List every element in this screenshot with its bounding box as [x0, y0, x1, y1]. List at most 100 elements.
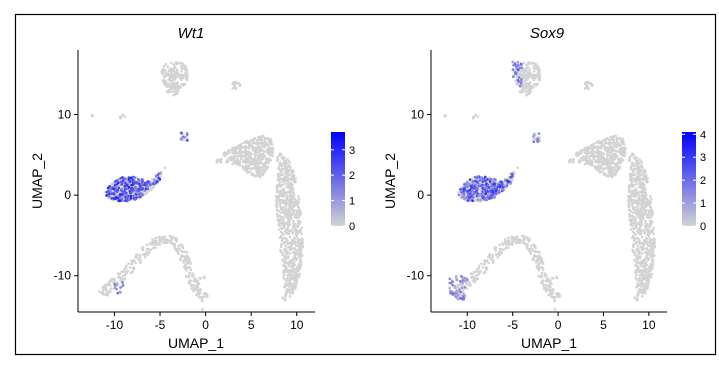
cell-point	[627, 209, 631, 212]
cell-point	[642, 171, 645, 174]
cell-point	[640, 235, 644, 239]
cell-point	[547, 289, 551, 292]
cell-point	[182, 259, 186, 262]
cell-point	[470, 275, 474, 279]
cell-point	[642, 286, 646, 289]
cell-point	[634, 242, 637, 245]
expressing-cell-point	[131, 175, 135, 179]
cell-point	[605, 141, 608, 145]
cell-point	[651, 220, 654, 224]
cell-point	[164, 72, 168, 75]
cell-point	[536, 65, 540, 69]
cell-point	[650, 238, 654, 241]
cell-point	[298, 208, 301, 212]
cell-point	[293, 237, 296, 241]
cell-point	[601, 170, 604, 174]
cell-point	[478, 271, 481, 275]
colorbar-tick-label: 3	[700, 152, 706, 164]
cell-point	[642, 214, 645, 217]
cell-point	[173, 65, 177, 69]
cell-point	[139, 261, 142, 265]
cell-point	[237, 150, 241, 154]
cell-point	[645, 271, 648, 275]
cell-point	[274, 194, 278, 198]
expressing-cell-point	[511, 68, 515, 71]
cell-point	[291, 204, 295, 207]
cell-point	[293, 212, 297, 216]
cell-point	[177, 244, 180, 248]
y-tick-label: 0	[64, 188, 71, 202]
expressing-cell-point	[461, 275, 464, 279]
cell-point	[298, 251, 301, 254]
cell-point	[285, 255, 288, 259]
cell-point	[168, 234, 172, 238]
cell-point	[299, 261, 303, 264]
cell-point	[475, 267, 479, 271]
expressing-cell-point	[458, 279, 462, 283]
cell-point	[523, 90, 527, 93]
expressing-cell-point	[472, 192, 476, 196]
cell-point	[611, 142, 614, 145]
cell-point	[287, 279, 291, 282]
cell-point	[472, 279, 475, 283]
cell-point	[521, 85, 524, 88]
cell-point	[631, 230, 635, 234]
expressing-cell-point	[449, 291, 452, 295]
cell-point	[298, 265, 301, 269]
cell-point	[530, 244, 533, 248]
cell-point	[612, 173, 616, 176]
cell-point	[512, 240, 515, 243]
expressing-cell-point	[492, 182, 495, 186]
cell-point	[173, 93, 176, 96]
cell-point	[286, 212, 290, 215]
cell-point	[243, 166, 247, 170]
cell-point	[121, 113, 124, 117]
expressing-cell-point	[484, 175, 487, 179]
cell-point	[188, 260, 191, 263]
expressing-cell-point	[455, 276, 458, 280]
cell-point	[184, 267, 187, 271]
cell-point	[286, 273, 289, 277]
expressing-cell-point	[517, 76, 521, 79]
cell-point	[609, 145, 612, 148]
cell-point	[640, 288, 644, 291]
cell-point	[246, 146, 250, 149]
expressing-cell-point	[180, 138, 183, 141]
cell-point	[534, 73, 537, 77]
cell-point	[618, 148, 621, 151]
cell-point	[524, 86, 527, 90]
cell-point	[284, 265, 288, 269]
expressing-cell-point	[498, 185, 502, 189]
expressing-cell-point	[115, 196, 118, 199]
cell-point	[474, 274, 478, 277]
cell-point	[525, 63, 528, 67]
cell-point	[525, 83, 529, 86]
cell-point	[644, 209, 648, 213]
cell-point	[640, 198, 643, 202]
cell-point	[138, 253, 142, 257]
cell-point	[651, 254, 655, 257]
cell-point	[192, 279, 195, 283]
cell-point	[110, 287, 113, 290]
cell-point	[238, 160, 242, 164]
expressing-cell-point	[459, 290, 462, 294]
cell-point	[632, 207, 635, 211]
cell-point	[534, 137, 537, 141]
expressing-cell-point	[490, 190, 494, 194]
cell-point	[627, 206, 631, 209]
expressing-cell-point	[516, 78, 520, 82]
cell-point	[170, 72, 174, 76]
cell-point	[100, 291, 104, 295]
cell-point	[254, 157, 257, 160]
cell-point	[605, 173, 608, 177]
expressing-cell-point	[476, 198, 480, 202]
cell-point	[630, 165, 633, 168]
cell-point	[179, 61, 183, 65]
panel-title: Wt1	[178, 25, 205, 42]
cell-point	[517, 82, 520, 85]
cell-point	[275, 202, 278, 206]
cell-point	[516, 235, 519, 238]
cell-point	[255, 174, 258, 178]
cell-point	[189, 279, 192, 282]
cell-point	[503, 238, 507, 241]
